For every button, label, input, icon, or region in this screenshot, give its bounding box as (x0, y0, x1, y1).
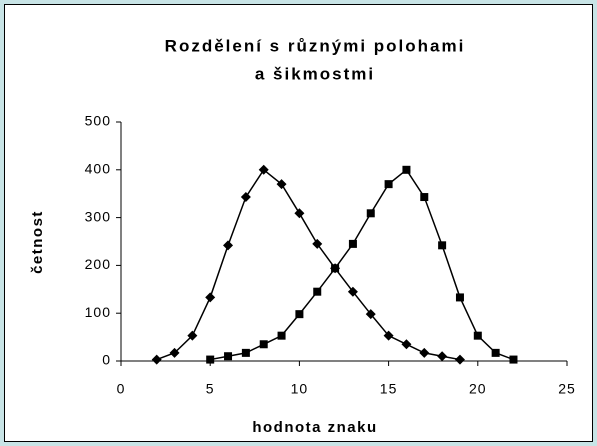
chart-title: a šikmostmi (255, 64, 375, 83)
marker (312, 238, 323, 249)
x-tick-label: 15 (380, 381, 398, 397)
marker (437, 351, 448, 362)
marker (420, 193, 429, 202)
marker (383, 330, 394, 341)
marker (401, 339, 412, 350)
marker (491, 348, 500, 357)
marker (402, 165, 411, 174)
marker (259, 340, 268, 349)
x-tick-label: 5 (206, 381, 215, 397)
marker (438, 241, 447, 250)
marker (223, 240, 234, 251)
marker (224, 352, 233, 361)
marker (331, 264, 340, 273)
marker (169, 347, 180, 358)
chart-title: Rozdělení s různými polohami (165, 36, 466, 55)
marker (241, 348, 250, 357)
y-tick-label: 100 (85, 304, 111, 320)
x-axis-title: hodnota znaku (252, 419, 377, 436)
marker (366, 209, 375, 218)
marker (365, 309, 376, 320)
marker (313, 287, 322, 296)
x-tick-label: 25 (558, 381, 576, 397)
marker (294, 208, 305, 219)
marker (455, 293, 464, 302)
marker (187, 330, 198, 341)
marker (509, 355, 518, 364)
x-tick-label: 20 (469, 381, 487, 397)
x-tick-label: 0 (117, 381, 126, 397)
chart-panel (4, 4, 593, 442)
marker (473, 331, 482, 340)
marker (151, 354, 162, 365)
marker (347, 286, 358, 297)
y-tick-label: 400 (85, 161, 111, 177)
marker (206, 355, 215, 364)
marker (295, 310, 304, 319)
x-tick-label: 10 (291, 381, 309, 397)
y-tick-label: 200 (85, 256, 111, 272)
marker (419, 347, 430, 358)
y-tick-label: 0 (102, 352, 111, 368)
marker (258, 164, 269, 175)
marker (454, 354, 465, 365)
marker (205, 292, 216, 303)
y-tick-label: 300 (85, 208, 111, 224)
marker (277, 331, 286, 340)
marker (240, 192, 251, 203)
marker (348, 239, 357, 248)
y-tick-label: 500 (85, 113, 111, 129)
marker (384, 180, 393, 189)
marker (276, 179, 287, 190)
y-axis-title: četnost (29, 210, 46, 274)
